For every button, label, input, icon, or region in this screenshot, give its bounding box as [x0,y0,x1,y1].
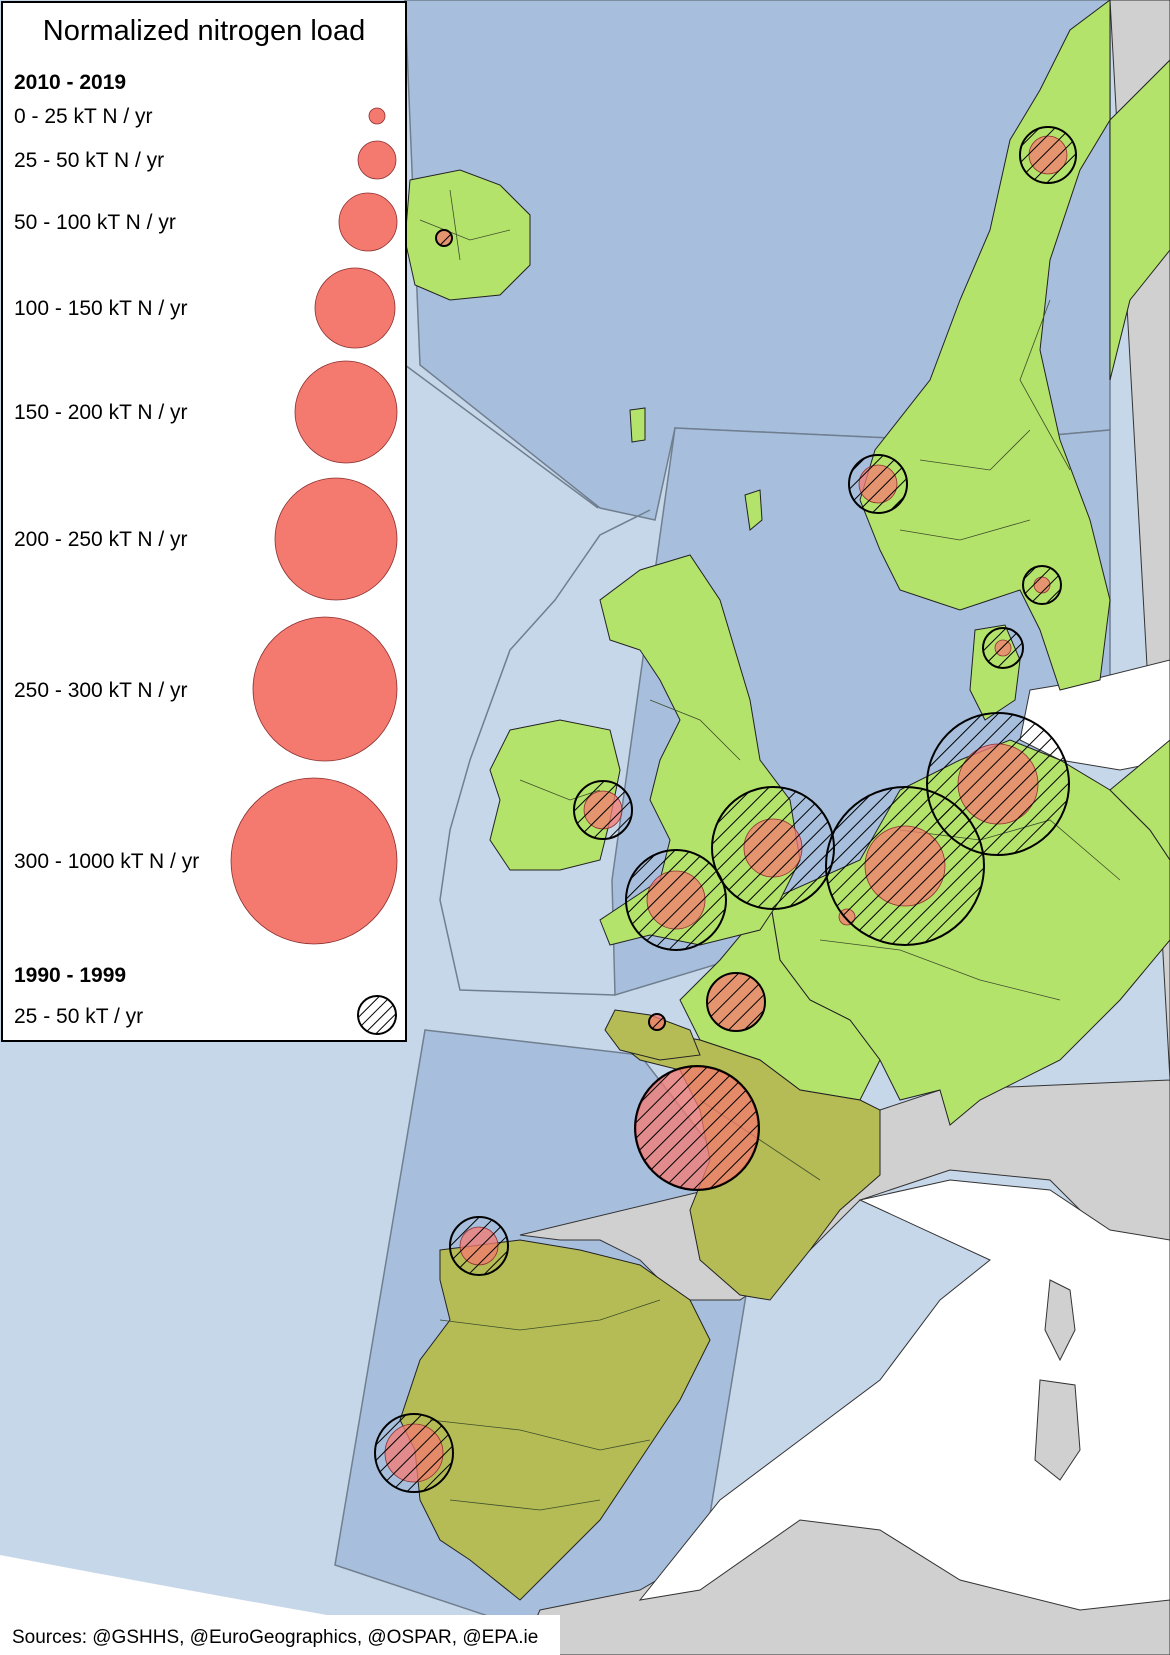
load-circle-1990s [825,786,985,946]
legend-class-label: 50 - 100 kT N / yr [14,211,176,234]
load-circle-1990s [634,1065,760,1191]
legend-class-label: 150 - 200 kT N / yr [14,401,188,424]
legend-hatched-circle [357,995,397,1035]
sources-caption: Sources: @GSHHS, @EuroGeographics, @OSPA… [12,1627,539,1648]
legend-class-label: 200 - 250 kT N / yr [14,528,188,551]
load-circle-1990s [625,849,727,951]
load-circle-1990s [374,1413,454,1493]
legend-old-class-label: 25 - 50 kT / yr [14,1005,144,1028]
load-circle-1990s [711,786,835,910]
load-circle-1990s [449,1216,509,1276]
iceland [404,169,531,301]
legend-title: Normalized nitrogen load [42,15,366,47]
legend-period-old: 1990 - 1999 [14,964,127,987]
load-circle-1990s [848,454,908,514]
load-circle-1990s [573,780,633,840]
legend-class-label: 25 - 50 kT N / yr [14,149,165,172]
load-circle-1990s [706,972,766,1032]
legend-class-label: 300 - 1000 kT N / yr [14,850,200,873]
legend-circle-class-8 [230,777,398,945]
load-circle-1990s [982,627,1024,669]
shetland [744,489,763,531]
legend-circle-class-6 [274,477,398,601]
legend-circle-class-4 [314,267,396,349]
finland-fragment [1109,59,1170,381]
region-boundary [404,364,599,509]
iberia-catchment [399,1239,711,1601]
load-circle-1990s [1022,565,1062,605]
legend-circle-class-3 [338,192,398,252]
legend-class-label: 100 - 150 kT N / yr [14,297,188,320]
celtic-seas-boundary [439,509,651,996]
load-circle-1990s [648,1013,666,1031]
load-circle-1990s [1019,126,1077,184]
legend-circle-class-7 [252,616,398,762]
mediterranean-sea [638,1179,1170,1611]
legend-period-recent: 2010 - 2019 [14,71,127,94]
continental-europe-land [519,0,1170,1655]
sardinia [1034,1379,1081,1481]
legend: Normalized nitrogen load 2010 - 2019 0 -… [1,1,407,1042]
legend-class-label: 0 - 25 kT N / yr [14,105,153,128]
corsica [1044,1279,1076,1362]
sources-background [0,1615,560,1655]
load-circle-1990s [435,229,453,247]
legend-circle-class-2 [357,140,397,180]
legend-circle-class-5 [294,360,398,464]
faroe-islands [629,407,646,443]
legend-class-label: 250 - 300 kT N / yr [14,679,188,702]
legend-symbols [230,107,398,1035]
loads-1990s-layer [374,126,1077,1493]
poland-fragment [1109,739,1170,861]
legend-circle-class-1 [368,107,386,125]
